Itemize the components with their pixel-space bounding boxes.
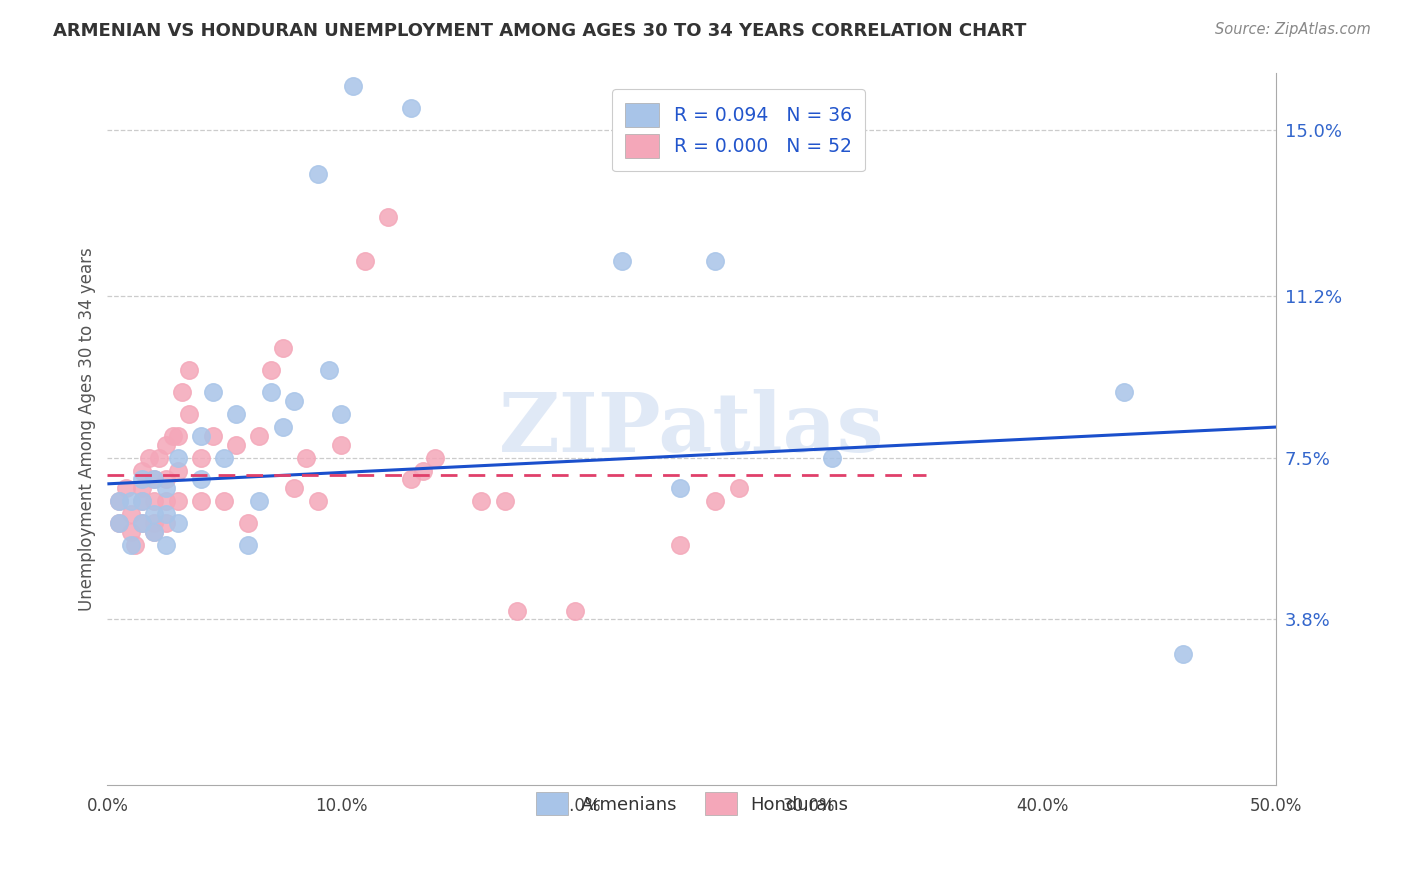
Point [108,494,131,508]
Point [155,437,177,451]
Point [247,494,270,508]
Point [138,450,160,465]
Point [131,516,153,531]
Point [318,363,340,377]
Legend: Armenians, Hondurans: Armenians, Hondurans [522,778,862,830]
Point [669,481,692,495]
Point [120,494,142,508]
Y-axis label: Unemployment Among Ages 30 to 34 years: Unemployment Among Ages 30 to 34 years [79,247,96,611]
Point [143,473,166,487]
Point [377,211,399,225]
Point [470,494,492,508]
Point [283,481,305,495]
Point [179,363,201,377]
Point [564,604,586,618]
Point [295,450,318,465]
Point [610,254,633,268]
Point [166,450,188,465]
Point [214,450,236,465]
Point [172,385,194,400]
Point [1114,385,1136,400]
Point [155,494,177,508]
Point [401,473,423,487]
Point [108,516,131,531]
Point [190,450,212,465]
Point [162,429,184,443]
Point [669,538,692,552]
Point [260,385,283,400]
Point [704,254,727,268]
Point [131,494,153,508]
Point [155,538,177,552]
Point [131,473,153,487]
Point [131,516,153,531]
Point [143,508,166,522]
Point [190,429,212,443]
Point [143,524,166,539]
Point [214,494,236,508]
Point [166,516,188,531]
Point [401,101,423,115]
Point [166,429,188,443]
Point [821,450,844,465]
Point [307,167,329,181]
Point [330,437,353,451]
Point [143,524,166,539]
Point [108,516,131,531]
Point [225,407,247,421]
Point [131,494,153,508]
Point [155,481,177,495]
Point [143,494,166,508]
Point [423,450,446,465]
Point [131,464,153,478]
Point [260,363,283,377]
Point [143,473,166,487]
Point [190,473,212,487]
Point [148,450,170,465]
Point [201,429,224,443]
Point [124,538,146,552]
Point [412,464,434,478]
Point [704,494,727,508]
Point [120,538,142,552]
Point [727,481,749,495]
Point [247,429,270,443]
Point [155,516,177,531]
Point [271,342,294,356]
Point [307,494,329,508]
Point [166,464,188,478]
Text: Source: ZipAtlas.com: Source: ZipAtlas.com [1215,22,1371,37]
Point [190,494,212,508]
Point [179,407,201,421]
Point [120,508,142,522]
Point [236,538,259,552]
Point [155,473,177,487]
Point [225,437,247,451]
Point [155,508,177,522]
Point [201,385,224,400]
Point [115,481,138,495]
Point [342,79,364,94]
Point [131,481,153,495]
Point [166,494,188,508]
Point [1171,648,1194,662]
Point [271,420,294,434]
Text: ARMENIAN VS HONDURAN UNEMPLOYMENT AMONG AGES 30 TO 34 YEARS CORRELATION CHART: ARMENIAN VS HONDURAN UNEMPLOYMENT AMONG … [53,22,1026,40]
Point [143,516,166,531]
Point [505,604,527,618]
Text: ZIPatlas: ZIPatlas [499,389,884,469]
Point [108,494,131,508]
Point [283,393,305,408]
Point [494,494,516,508]
Point [353,254,375,268]
Point [120,524,142,539]
Point [330,407,353,421]
Point [236,516,259,531]
